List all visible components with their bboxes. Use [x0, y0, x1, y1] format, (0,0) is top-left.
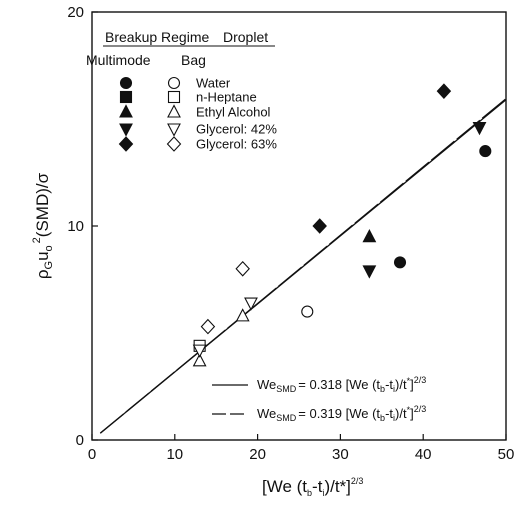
fit-line-long-dash [99, 98, 507, 434]
legend-header-regime: Breakup Regime [105, 29, 209, 45]
legend-label: Glycerol: 42% [196, 122, 277, 137]
legend-label: Water [196, 76, 231, 91]
fit-legend-dashed-label: WeSMD = 0.319 [We (tb-ti)/t*]2/3 [257, 404, 426, 423]
y-tick-label: 20 [67, 4, 84, 21]
legend-header-droplet: Droplet [223, 29, 268, 45]
x-tick-label: 10 [166, 446, 183, 463]
data-point [244, 297, 258, 311]
x-tick-label: 30 [332, 446, 349, 463]
data-point [472, 122, 487, 136]
y-tick-label: 10 [67, 218, 84, 235]
legend-marker-multimode [119, 90, 133, 104]
fit-legend-dashed: WeSMD = 0.319 [We (tb-ti)/t*]2/3 [212, 404, 426, 423]
legend-label: Glycerol: 63% [196, 137, 277, 152]
legend-label: Ethyl Alcohol [196, 105, 271, 120]
data-point [301, 305, 314, 318]
legend-marker-multimode [118, 136, 134, 152]
data-point [200, 318, 216, 335]
legend-marker-multimode [119, 76, 133, 90]
fit-legend-solid-label: WeSMD = 0.318 [We (tb-ti)/t*]2/3 [257, 375, 426, 394]
data-point [393, 256, 407, 269]
legend-marker-multimode [119, 104, 133, 118]
data-point [192, 344, 207, 358]
data-point [362, 265, 377, 279]
axis-ticks: 0 10 20 30 40 50 0 10 20 [67, 4, 514, 463]
x-tick-label: 20 [249, 446, 266, 463]
x-tick-label: 50 [498, 446, 515, 463]
fit-lines [99, 98, 507, 434]
fit-legend-solid: WeSMD = 0.318 [We (tb-ti)/t*]2/3 [212, 375, 426, 394]
legend-marker-bag [167, 90, 181, 104]
legend-header-multimode: Multimode [86, 52, 151, 68]
data-point [479, 145, 492, 158]
data-point [436, 83, 452, 99]
x-tick-label: 0 [88, 446, 96, 463]
data-point [362, 229, 377, 243]
legend-marker-bag [167, 76, 181, 90]
data-point [192, 353, 207, 367]
plot-frame [91, 11, 507, 441]
y-axis-label: ρGuo2(SMD)/σ [31, 172, 55, 279]
legend-label: n-Heptane [196, 90, 257, 105]
data-point [235, 260, 250, 277]
data-point [235, 308, 250, 322]
x-tick-label: 40 [415, 446, 432, 463]
data-point [312, 218, 327, 234]
legend-header-bag: Bag [181, 52, 206, 68]
data-points [192, 83, 492, 367]
legend-marker-multimode [119, 123, 133, 137]
y-tick-label: 0 [76, 432, 84, 449]
legend-marker-bag [166, 136, 182, 152]
legend-marker-bag [167, 123, 181, 137]
x-axis-label: [We (tb-ti)/t*]2/3 [262, 476, 363, 498]
legend-marker-bag [167, 104, 181, 118]
